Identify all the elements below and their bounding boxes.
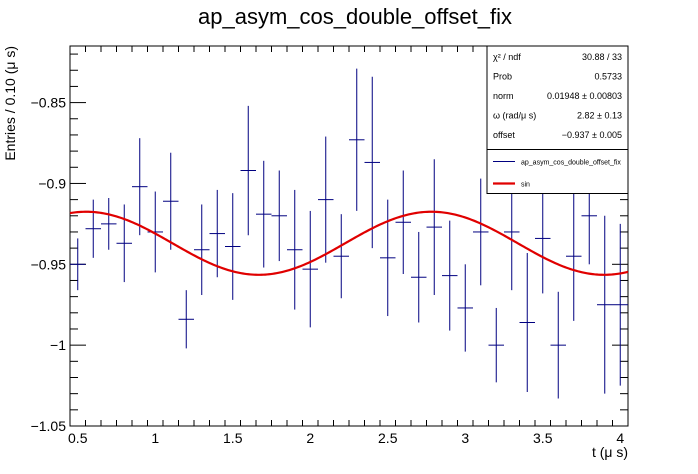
- y-axis-label: Entries / 0.10 (μ s): [2, 46, 18, 161]
- legend-entry: sin: [493, 182, 530, 189]
- x-tick-label: 1.5: [223, 430, 243, 446]
- stat-value: 2.82 ± 0.13: [577, 111, 622, 121]
- data-point: [535, 183, 551, 294]
- data-point: [256, 160, 272, 268]
- stat-value: −0.937 ± 0.005: [562, 130, 622, 140]
- data-point: [116, 204, 132, 283]
- y-tick-label: −0.9: [38, 175, 66, 191]
- data-point: [364, 76, 380, 249]
- stat-value: 0.01948 ± 0.00803: [547, 91, 622, 101]
- data-point: [380, 199, 396, 317]
- stat-label: ω (rad/μ s): [493, 111, 536, 121]
- data-point: [473, 178, 489, 286]
- stats-box: χ² / ndf 30.88 / 33 Prob 0.5733 norm 0.01948 …: [486, 45, 629, 150]
- stat-label: norm: [493, 91, 514, 101]
- x-tick-label: 2.5: [378, 430, 398, 446]
- data-point: [271, 170, 287, 262]
- data-point: [333, 214, 349, 299]
- data-point: [442, 220, 458, 331]
- x-tick-label: 1: [151, 430, 159, 446]
- fit-curve-group: [69, 210, 629, 276]
- data-point: [287, 189, 303, 310]
- y-tick-label: −1.05: [31, 418, 67, 434]
- data-point: [163, 152, 179, 250]
- data-point: [519, 252, 535, 393]
- data-point: [132, 138, 148, 236]
- data-point: [457, 264, 473, 352]
- data-point: [225, 193, 241, 300]
- stat-value: 0.5733: [594, 72, 622, 82]
- x-tick-label: 3: [461, 430, 469, 446]
- y-tick-label: −0.95: [31, 256, 67, 272]
- data-point: [70, 238, 86, 291]
- stats-box-frame: [486, 45, 629, 150]
- data-point: [411, 231, 427, 323]
- stat-label: χ² / ndf: [493, 52, 521, 62]
- x-axis-label: t (μ s): [592, 444, 628, 460]
- legend-frame: [486, 149, 629, 194]
- data-point: [209, 189, 225, 278]
- stat-value: 30.88 / 33: [582, 52, 622, 62]
- data-point: [147, 191, 163, 273]
- x-tick-label: 2: [306, 430, 314, 446]
- data-point: [302, 210, 318, 328]
- data-point: [612, 223, 628, 386]
- data-point: [240, 105, 256, 236]
- x-tick-label: 4: [616, 430, 624, 446]
- data-point: [488, 307, 504, 383]
- data-point: [85, 199, 101, 258]
- data-point: [395, 170, 411, 274]
- data-point: [597, 215, 613, 394]
- fit-curve: [69, 210, 629, 276]
- data-point: [426, 159, 442, 296]
- x-tick-label: 3.5: [533, 430, 553, 446]
- data-point: [318, 136, 334, 263]
- legend-entry: ap_asym_cos_double_offset_fix: [493, 160, 621, 167]
- data-point: [194, 204, 210, 296]
- legend-label: ap_asym_cos_double_offset_fix: [521, 160, 621, 167]
- y-tick-label: −0.85: [31, 95, 67, 111]
- legend-label: sin: [521, 182, 530, 189]
- chart-title: ap_asym_cos_double_offset_fix: [198, 4, 512, 29]
- data-point: [550, 291, 566, 399]
- data-point: [101, 198, 117, 250]
- data-point: [566, 191, 582, 321]
- data-point: [178, 290, 194, 349]
- stat-label: offset: [493, 130, 515, 140]
- y-tick-label: −1: [50, 337, 66, 353]
- data-point: [349, 68, 365, 211]
- x-tick-label: 0.5: [68, 430, 88, 446]
- stat-label: Prob: [493, 72, 512, 82]
